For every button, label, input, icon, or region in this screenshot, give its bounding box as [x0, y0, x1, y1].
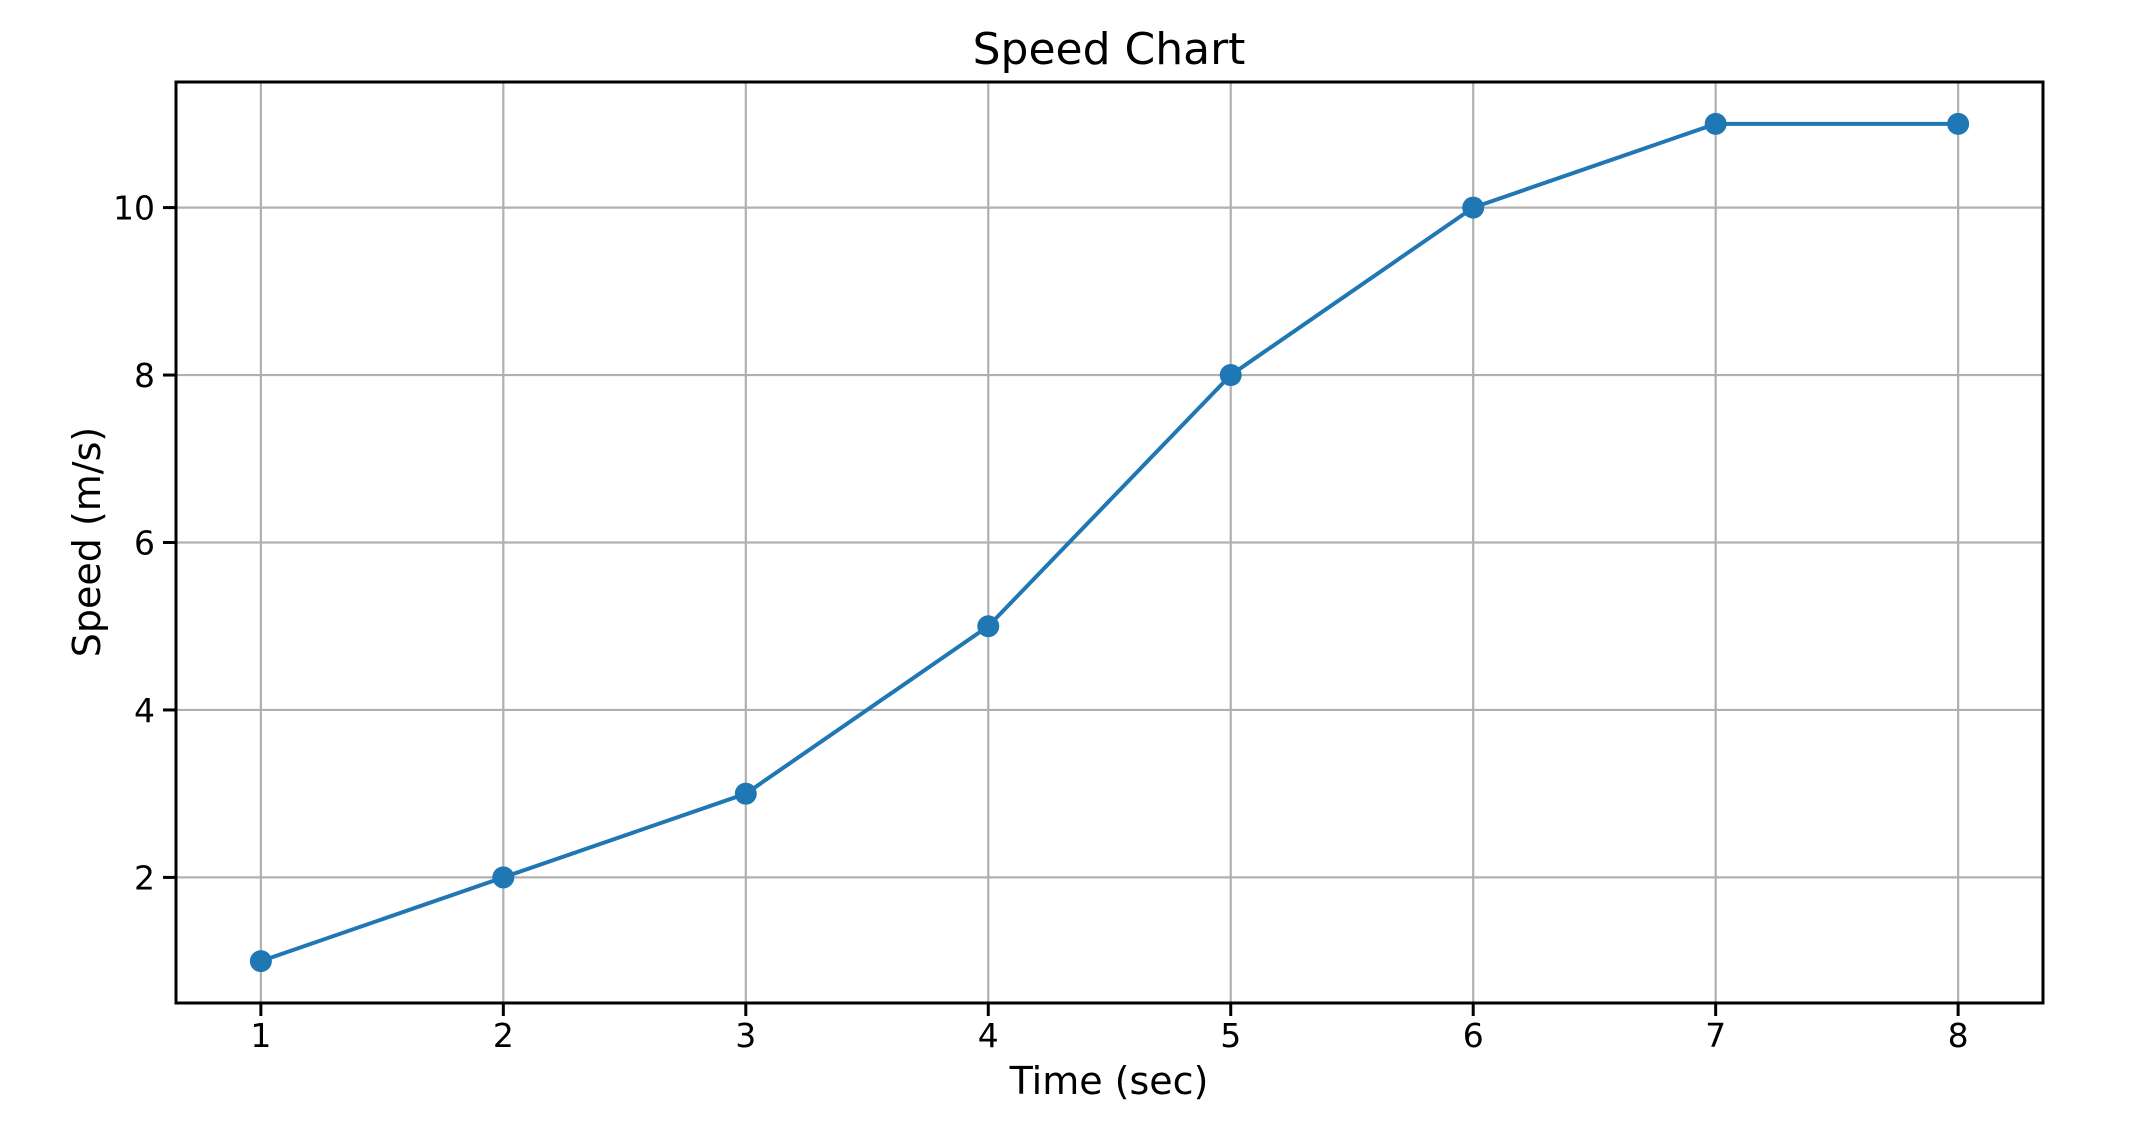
- x-tick-label: 8: [1948, 1016, 1969, 1055]
- y-tick-label: 4: [134, 691, 155, 730]
- x-tick-label: 1: [250, 1016, 271, 1055]
- data-point: [734, 782, 757, 805]
- data-point: [492, 866, 515, 889]
- y-axis-label: Speed (m/s): [65, 427, 109, 657]
- data-point: [249, 950, 272, 973]
- x-tick-label: 4: [978, 1016, 999, 1055]
- data-point: [1219, 364, 1242, 387]
- gridlines: [176, 82, 2043, 1003]
- x-tick-label: 2: [493, 1016, 514, 1055]
- data-point: [1704, 112, 1727, 135]
- data-series: [249, 112, 1970, 973]
- data-point: [977, 615, 1000, 638]
- y-tick-label: 2: [134, 858, 155, 897]
- data-point: [1947, 112, 1970, 135]
- y-tick-label: 6: [134, 524, 155, 563]
- x-tick-label: 5: [1220, 1016, 1241, 1055]
- y-tick-label: 10: [113, 189, 155, 228]
- x-tick-label: 3: [735, 1016, 756, 1055]
- y-tick-label: 8: [134, 356, 155, 395]
- x-axis-label: Time (sec): [1009, 1059, 1209, 1103]
- x-tick-label: 7: [1705, 1016, 1726, 1055]
- chart-title: Speed Chart: [973, 24, 1246, 75]
- axis-ticks: 1 2 3 4 5 6 7 8 2 4 6 8 10: [113, 189, 1969, 1055]
- speed-line: [258, 121, 1961, 964]
- data-point: [1462, 196, 1485, 219]
- x-tick-label: 6: [1463, 1016, 1484, 1055]
